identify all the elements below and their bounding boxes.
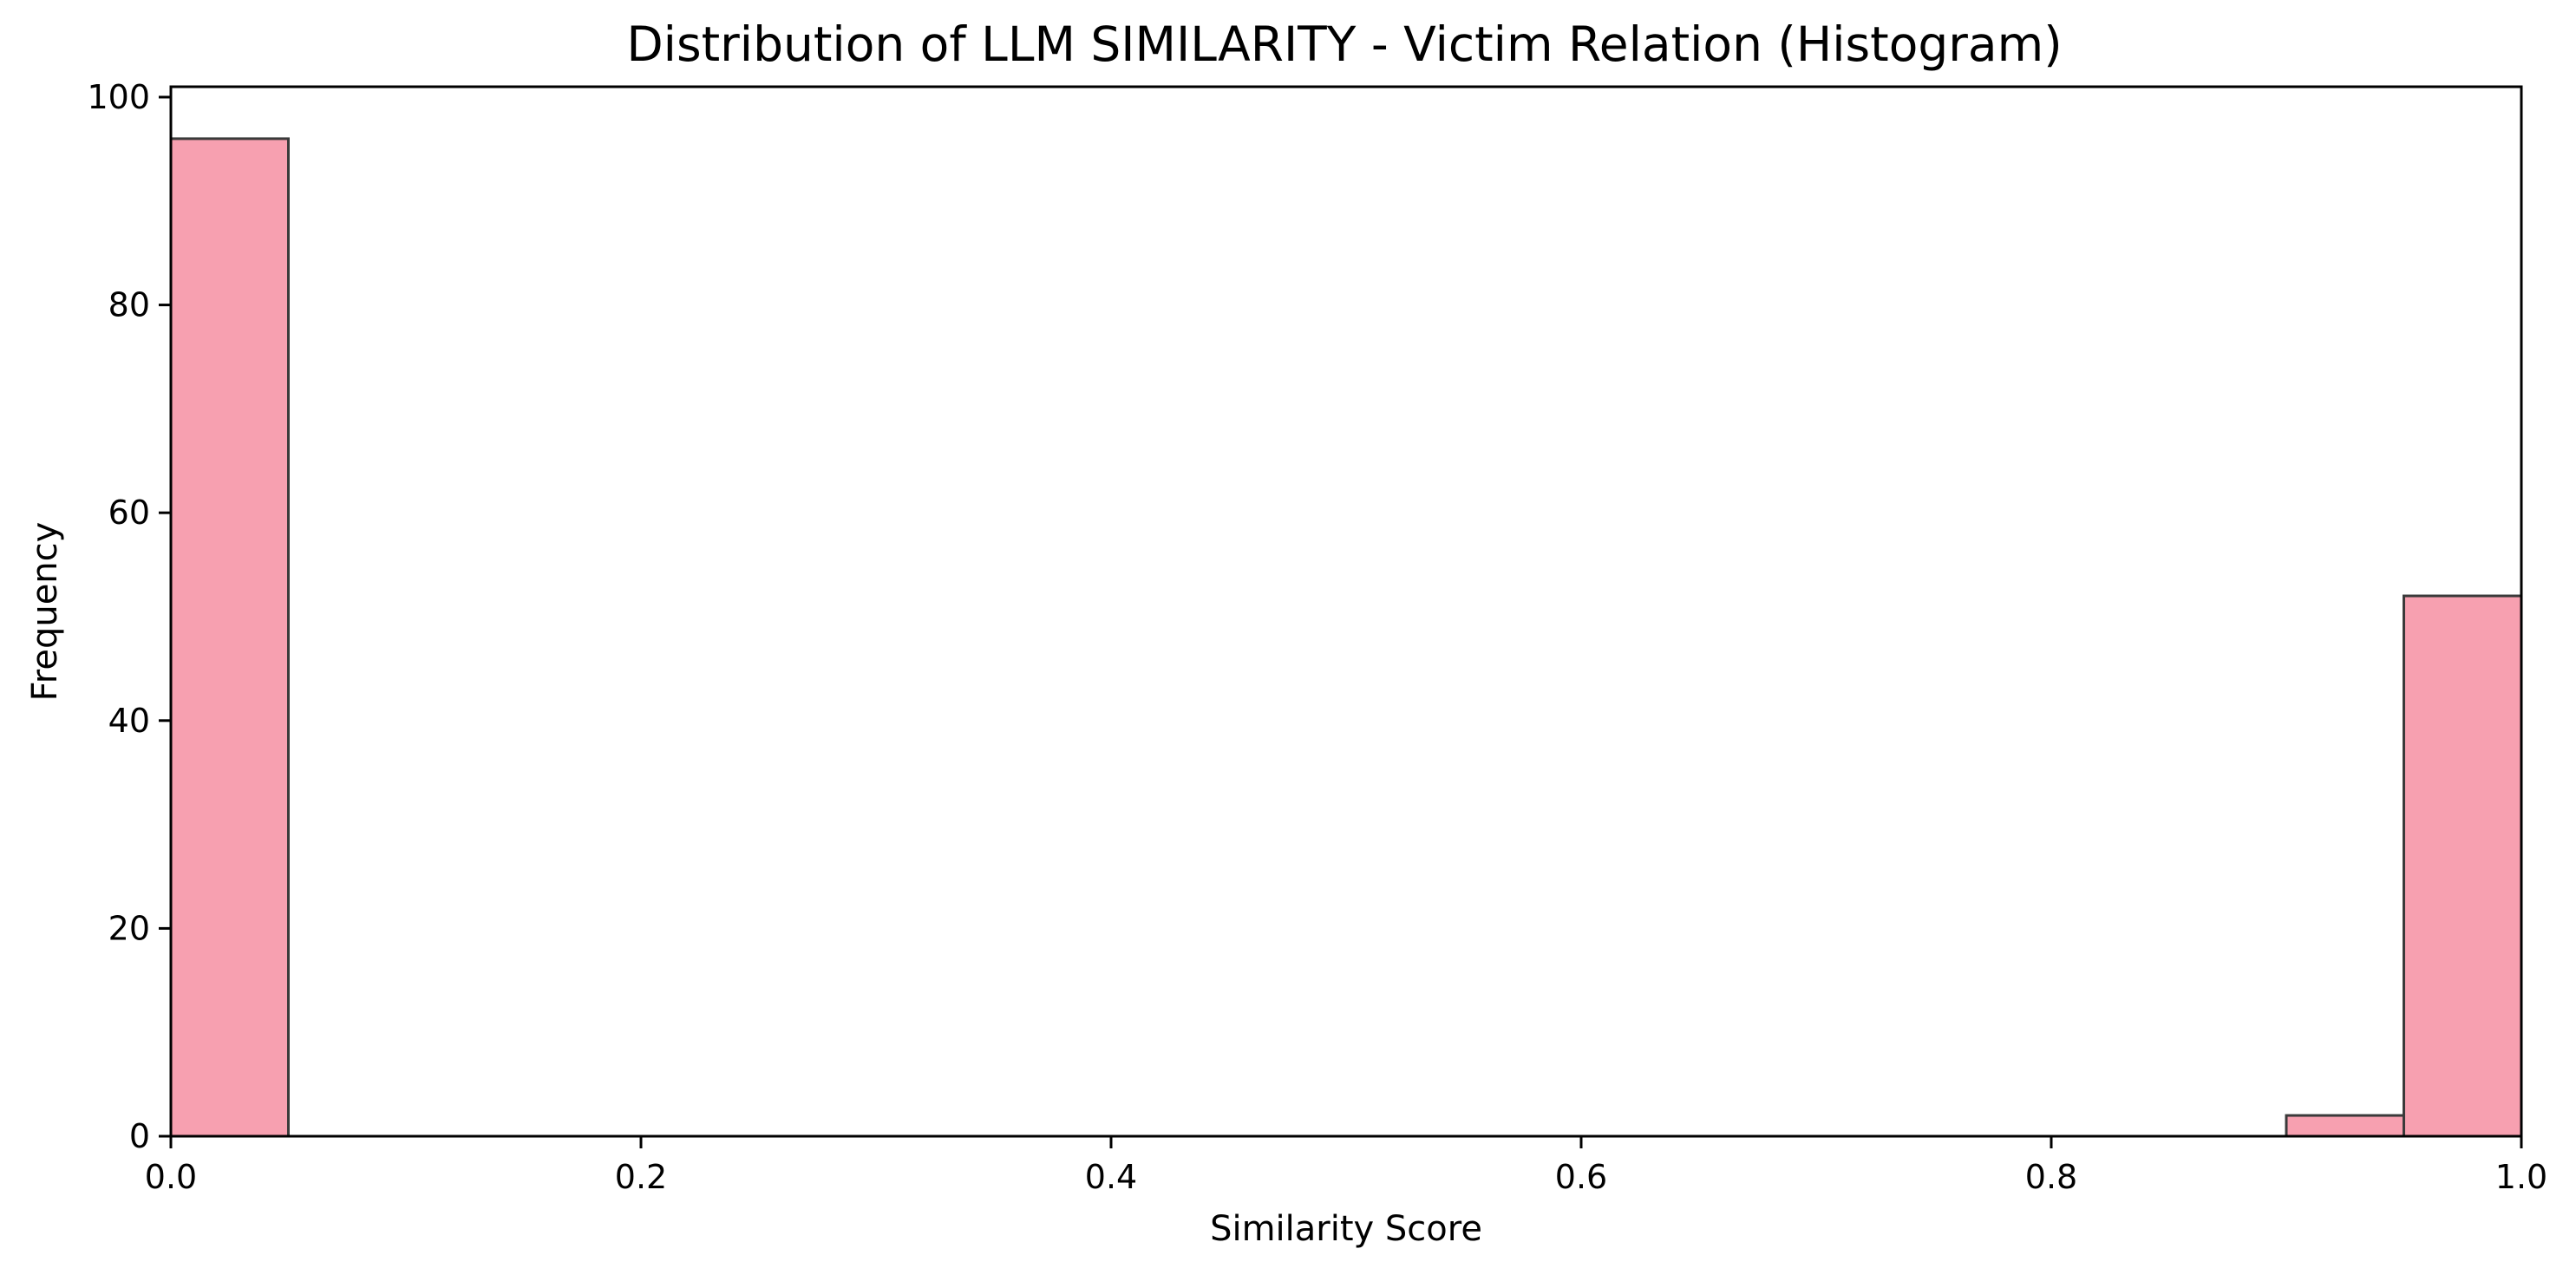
x-tick-label: 0.2 — [615, 1158, 667, 1196]
y-tick-label: 100 — [87, 78, 150, 116]
y-tick-label: 80 — [108, 286, 150, 324]
plot-area-frame — [169, 85, 2523, 1138]
y-tick-label: 0 — [129, 1117, 150, 1155]
bars-group — [169, 137, 2523, 1138]
x-tick-label: 1.0 — [2495, 1158, 2547, 1196]
x-tick-label: 0.4 — [1085, 1158, 1137, 1196]
histogram-bar-1 — [2285, 1114, 2405, 1138]
x-tick-label: 0.0 — [145, 1158, 197, 1196]
y-tick-label: 20 — [108, 909, 150, 947]
histogram-bar-0 — [169, 137, 290, 1138]
x-axis-label: Similarity Score — [1210, 1209, 1482, 1249]
y-axis-ticks: 0 20 40 60 80 100 — [87, 78, 171, 1155]
y-axis-label: Frequency — [25, 522, 65, 702]
histogram-bar-2 — [2403, 594, 2523, 1138]
x-axis-ticks: 0.0 0.2 0.4 0.6 0.8 1.0 — [145, 1136, 2547, 1196]
chart-title: Distribution of LLM SIMILARITY - Victim … — [626, 16, 2062, 72]
x-tick-label: 0.8 — [2025, 1158, 2077, 1196]
y-tick-label: 40 — [108, 702, 150, 740]
x-tick-label: 0.6 — [1555, 1158, 1607, 1196]
y-tick-label: 60 — [108, 494, 150, 532]
